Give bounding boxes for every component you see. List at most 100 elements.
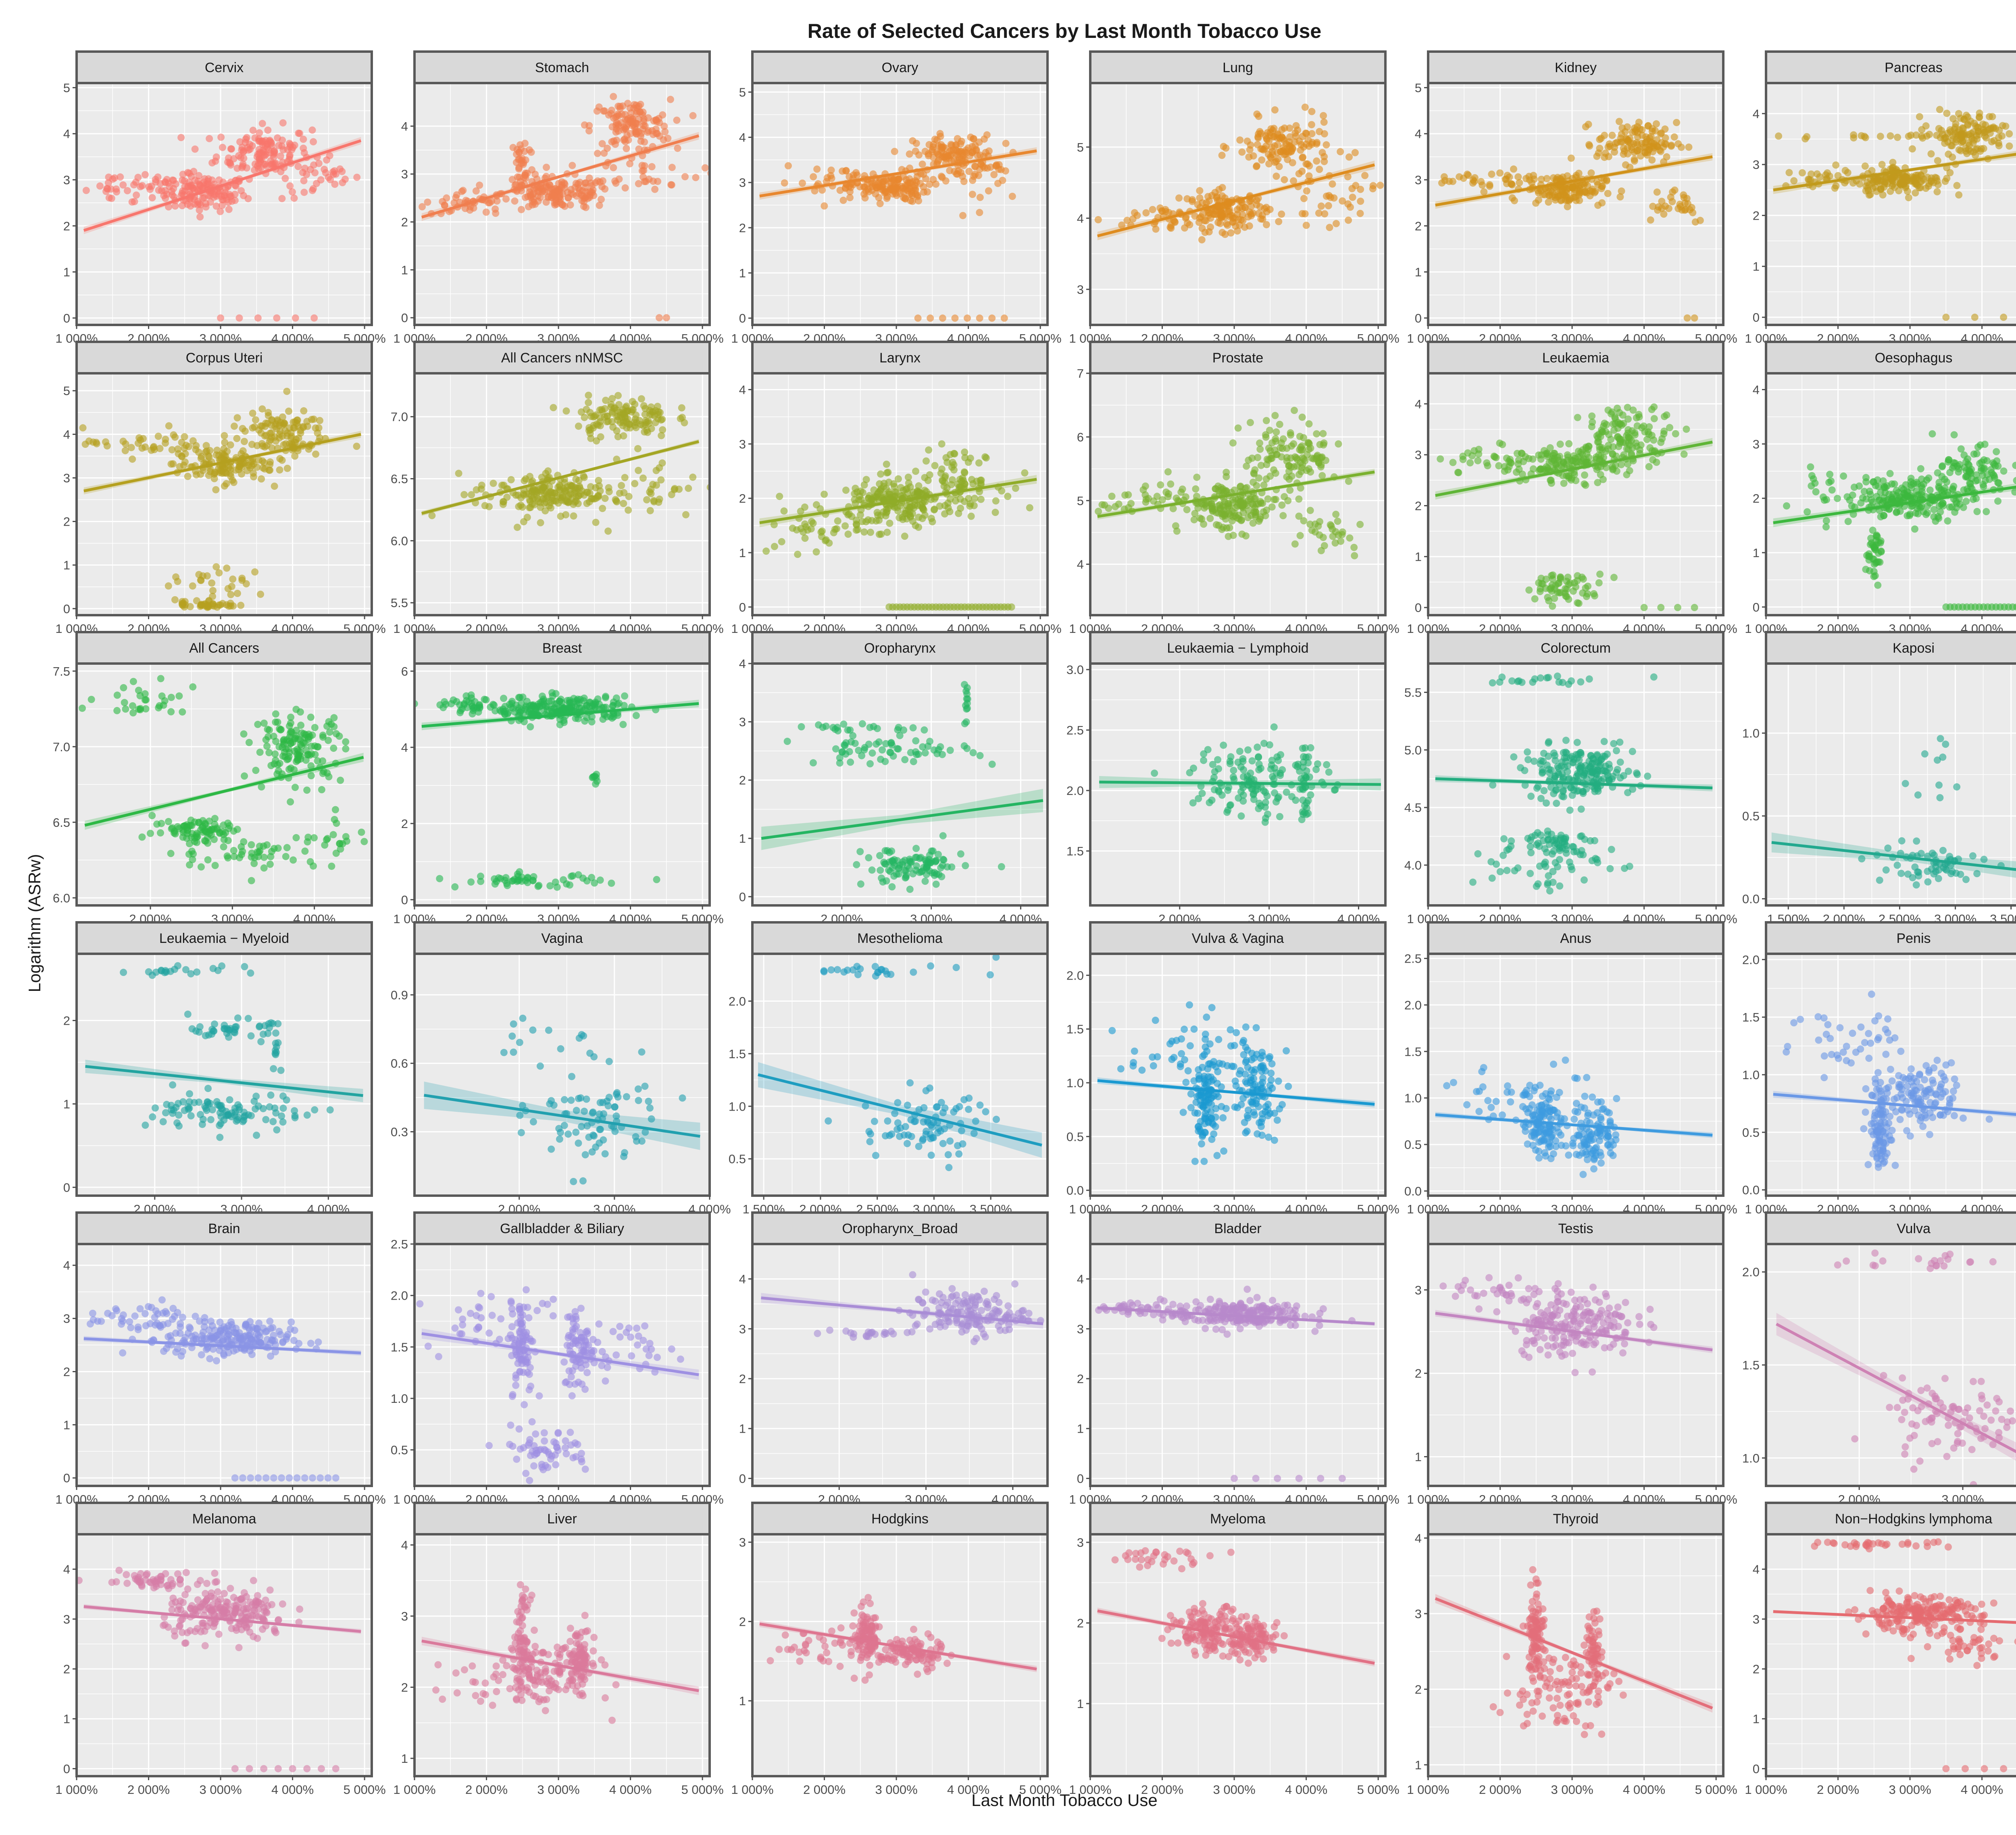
data-point bbox=[923, 457, 930, 465]
data-point bbox=[271, 483, 278, 490]
data-point bbox=[1306, 520, 1314, 528]
data-point bbox=[1251, 466, 1259, 474]
data-point bbox=[321, 166, 328, 173]
data-point bbox=[307, 714, 314, 721]
data-point bbox=[1953, 182, 1961, 189]
data-point bbox=[575, 189, 583, 197]
data-point bbox=[1981, 132, 1989, 140]
data-point bbox=[646, 488, 654, 496]
data-point bbox=[212, 563, 220, 571]
data-point bbox=[1316, 166, 1323, 173]
data-point bbox=[1662, 134, 1669, 142]
data-point bbox=[1095, 508, 1102, 515]
data-point bbox=[247, 458, 255, 466]
data-point bbox=[196, 206, 203, 214]
data-point bbox=[1243, 462, 1250, 470]
data-point bbox=[685, 485, 692, 492]
data-point bbox=[215, 569, 223, 577]
data-point bbox=[1226, 524, 1233, 531]
data-point bbox=[330, 745, 337, 752]
data-point bbox=[1335, 440, 1342, 448]
data-point bbox=[567, 482, 575, 490]
data-point bbox=[559, 493, 566, 501]
data-point bbox=[306, 733, 314, 741]
data-point bbox=[1862, 134, 1869, 141]
data-point bbox=[428, 512, 436, 519]
data-point bbox=[588, 182, 596, 189]
data-point bbox=[862, 476, 870, 483]
data-point bbox=[1304, 160, 1311, 168]
data-point bbox=[217, 208, 224, 215]
data-point bbox=[1142, 209, 1150, 216]
data-point bbox=[331, 181, 339, 188]
data-point bbox=[1899, 494, 1907, 501]
data-point bbox=[252, 767, 260, 774]
data-point bbox=[1575, 599, 1583, 607]
panel-plot-area bbox=[1766, 83, 2016, 325]
data-point bbox=[264, 733, 272, 741]
data-point bbox=[466, 206, 474, 214]
data-point bbox=[249, 127, 257, 134]
data-point bbox=[306, 751, 314, 759]
data-point bbox=[1004, 493, 1012, 500]
data-point bbox=[1313, 430, 1320, 438]
data-point bbox=[311, 169, 319, 177]
data-point bbox=[657, 476, 665, 484]
data-point bbox=[1305, 420, 1313, 428]
data-point bbox=[1954, 462, 1961, 470]
data-point bbox=[1874, 483, 1882, 490]
data-point bbox=[1668, 141, 1675, 149]
data-point bbox=[1271, 412, 1279, 419]
data-point bbox=[615, 112, 623, 119]
data-point bbox=[521, 477, 528, 485]
data-point bbox=[250, 469, 257, 477]
data-point bbox=[1891, 480, 1898, 488]
y-tick-label: 4 bbox=[1077, 558, 1084, 572]
data-point bbox=[1492, 454, 1500, 462]
data-point bbox=[122, 440, 129, 448]
data-point bbox=[873, 509, 881, 516]
data-point bbox=[1696, 216, 1704, 224]
data-point bbox=[1798, 169, 1806, 177]
data-point bbox=[542, 173, 550, 180]
data-point bbox=[1655, 203, 1662, 211]
data-point bbox=[852, 520, 860, 528]
data-point bbox=[1945, 456, 1952, 464]
data-point bbox=[827, 166, 835, 174]
data-point bbox=[515, 503, 523, 510]
data-point bbox=[1971, 314, 1979, 321]
data-point bbox=[585, 122, 593, 129]
data-point bbox=[1266, 427, 1273, 434]
data-point bbox=[288, 188, 296, 196]
data-point bbox=[1320, 119, 1328, 126]
data-point bbox=[1249, 519, 1257, 527]
data-point bbox=[567, 186, 575, 193]
data-point bbox=[1351, 149, 1359, 156]
data-point bbox=[230, 479, 237, 486]
data-point bbox=[217, 314, 225, 322]
data-point bbox=[992, 497, 1000, 505]
data-point bbox=[1557, 573, 1564, 581]
data-point bbox=[1546, 585, 1554, 593]
data-point bbox=[580, 472, 587, 480]
data-point bbox=[310, 314, 318, 322]
y-tick-label: 4 bbox=[1415, 397, 1422, 411]
data-point bbox=[198, 601, 205, 609]
panel-plot-area bbox=[77, 83, 372, 325]
data-point bbox=[624, 407, 632, 415]
data-point bbox=[1619, 411, 1627, 419]
data-point bbox=[1924, 502, 1931, 510]
data-point bbox=[279, 413, 286, 421]
data-point bbox=[81, 441, 89, 448]
data-point bbox=[1645, 463, 1653, 470]
data-point bbox=[827, 172, 835, 179]
data-point bbox=[168, 446, 176, 454]
data-point bbox=[1537, 456, 1545, 463]
data-point bbox=[1231, 509, 1238, 517]
data-point bbox=[1141, 482, 1149, 490]
data-point bbox=[1569, 183, 1577, 190]
data-point bbox=[854, 526, 862, 533]
data-point bbox=[659, 426, 666, 434]
data-point bbox=[602, 397, 610, 404]
